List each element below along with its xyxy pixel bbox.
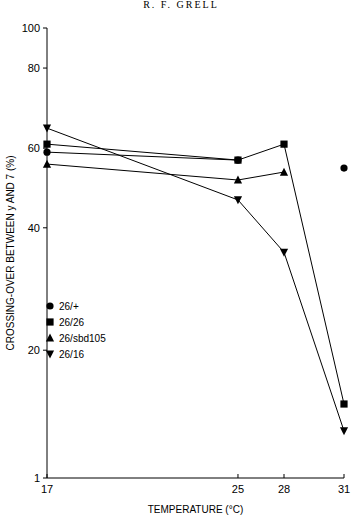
series-marker <box>280 168 288 176</box>
series-marker <box>43 160 51 168</box>
y-tick-label: 80 <box>28 62 40 74</box>
x-tick-label: 31 <box>338 483 350 495</box>
x-tick <box>284 474 285 478</box>
y-axis-label: CROSSING-OVER BETWEEN y AND 7 (%) <box>5 155 16 350</box>
legend-label: 26/+ <box>59 301 79 312</box>
x-tick-label: 17 <box>41 483 53 495</box>
legend-marker <box>46 302 53 309</box>
legend-label: 26/26 <box>59 317 84 328</box>
y-tick-label: 20 <box>28 344 40 356</box>
y-axis <box>47 28 48 478</box>
series-marker <box>280 249 288 257</box>
x-tick <box>47 474 48 478</box>
series-marker <box>280 141 287 148</box>
x-axis <box>47 478 344 479</box>
series-marker <box>43 149 50 156</box>
x-tick-label: 25 <box>232 483 244 495</box>
y-tick-label: 40 <box>28 222 40 234</box>
series-line <box>47 152 344 168</box>
legend-label: 26/16 <box>59 349 84 360</box>
series-marker <box>340 400 347 407</box>
series-marker <box>340 427 348 435</box>
legend-marker <box>46 334 54 342</box>
x-axis-label: TEMPERATURE (°C) <box>148 504 243 515</box>
series-line <box>47 128 344 431</box>
legend-label: 26/sbd105 <box>59 333 106 344</box>
legend: 26/+ 26/26 26/sbd105 26/16 <box>46 301 106 360</box>
series-marker <box>340 164 347 171</box>
series-marker <box>234 156 241 163</box>
x-tick <box>344 474 345 478</box>
plot-area <box>43 125 348 436</box>
y-tick-label: 100 <box>22 22 40 34</box>
y-tick <box>43 148 47 149</box>
y-tick-label: 1 <box>34 472 40 484</box>
y-tick <box>43 478 47 479</box>
series-line <box>47 164 284 180</box>
y-tick <box>43 28 47 29</box>
x-tick <box>237 474 238 478</box>
x-tick-label: 28 <box>278 483 290 495</box>
series-line <box>47 144 344 404</box>
legend-marker <box>46 350 54 358</box>
series-marker <box>43 141 50 148</box>
title: R. F. GRELL <box>143 0 219 10</box>
series-marker <box>234 196 242 204</box>
series-marker <box>234 156 241 163</box>
y-tick <box>43 68 47 69</box>
series-marker <box>43 125 51 133</box>
chart: R. F. GRELL 1 20 40 60 80 100 17 25 28 31 TEMPERATU… <box>0 0 362 524</box>
legend-marker <box>46 318 53 325</box>
y-tick-label: 60 <box>28 142 40 154</box>
series-marker <box>234 176 242 184</box>
y-tick <box>43 227 47 228</box>
